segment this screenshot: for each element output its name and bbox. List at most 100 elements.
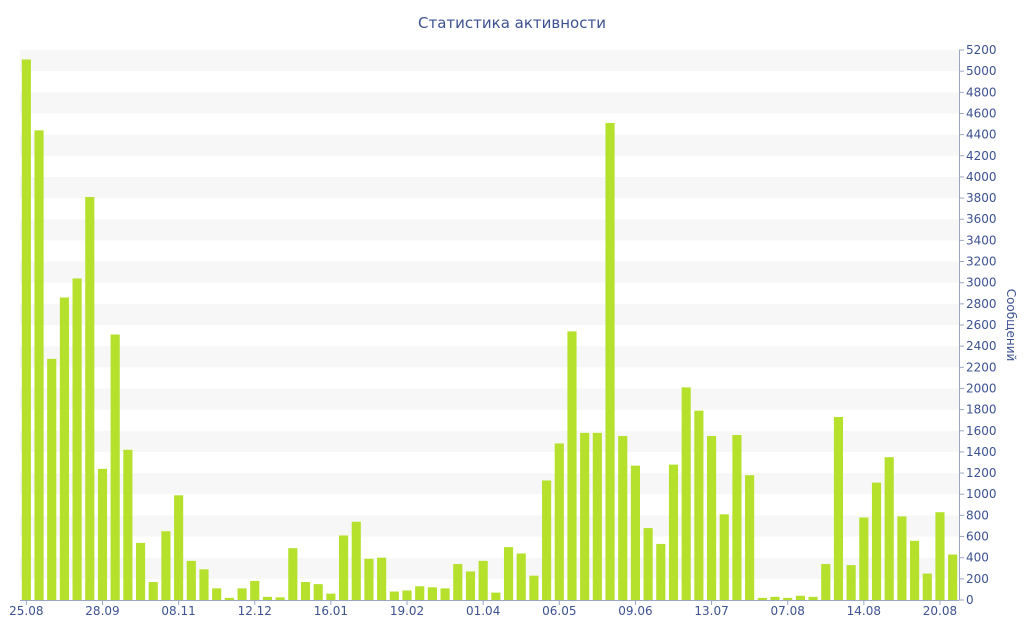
bar bbox=[808, 596, 818, 600]
bar bbox=[516, 553, 526, 600]
y-tick-label: 2800 bbox=[966, 297, 997, 311]
bar bbox=[275, 597, 285, 600]
bar bbox=[351, 521, 361, 600]
bar bbox=[123, 449, 133, 600]
grid-bands bbox=[20, 50, 959, 600]
grid-band bbox=[20, 113, 959, 135]
grid-band bbox=[20, 346, 959, 368]
bar bbox=[224, 597, 234, 600]
grid-band bbox=[20, 430, 959, 452]
grid-band bbox=[20, 557, 959, 579]
bar bbox=[389, 591, 399, 600]
grid-band bbox=[20, 176, 959, 199]
grid-band bbox=[20, 388, 959, 410]
bar bbox=[770, 596, 780, 600]
bar bbox=[415, 586, 425, 600]
bar bbox=[237, 588, 247, 600]
bar bbox=[339, 535, 349, 600]
bar bbox=[592, 432, 602, 600]
y-tick-label: 2400 bbox=[966, 339, 997, 353]
grid-band bbox=[20, 240, 959, 262]
x-tick-label: 14.08 bbox=[847, 604, 881, 618]
x-tick-label: 20.08 bbox=[923, 604, 957, 618]
bar bbox=[694, 410, 704, 600]
grid-band bbox=[20, 473, 959, 495]
y-tick-label: 4200 bbox=[966, 149, 997, 163]
x-tick-label: 25.08 bbox=[9, 604, 43, 618]
y-tick-label: 4400 bbox=[966, 128, 997, 142]
y-tick-label: 1600 bbox=[966, 424, 997, 438]
bar bbox=[567, 331, 577, 600]
bar bbox=[668, 464, 679, 600]
bars bbox=[21, 59, 958, 600]
grid-band bbox=[20, 198, 959, 220]
grid-band bbox=[20, 325, 959, 347]
x-tick-label: 16.01 bbox=[314, 604, 348, 618]
grid-band bbox=[20, 92, 959, 114]
bar bbox=[72, 278, 82, 600]
bar bbox=[453, 564, 463, 600]
bar bbox=[859, 517, 869, 600]
x-tick-label: 01.04 bbox=[466, 604, 500, 618]
x-tick-label: 19.02 bbox=[390, 604, 424, 618]
bar bbox=[795, 595, 805, 600]
bar bbox=[47, 358, 57, 600]
y-tick-label: 1000 bbox=[966, 487, 997, 501]
bar bbox=[833, 417, 844, 600]
bar bbox=[377, 557, 387, 600]
bar bbox=[250, 580, 260, 600]
grid-band bbox=[20, 303, 959, 325]
bar bbox=[757, 597, 767, 600]
y-tick-label: 2200 bbox=[966, 360, 997, 374]
bar bbox=[313, 584, 323, 600]
x-tick-label: 07.08 bbox=[771, 604, 805, 618]
bar bbox=[97, 468, 108, 600]
y-tick-label: 1800 bbox=[966, 403, 997, 417]
bar bbox=[935, 512, 945, 600]
x-tick-label: 08.11 bbox=[161, 604, 195, 618]
grid-band bbox=[20, 261, 959, 283]
bar bbox=[402, 590, 412, 600]
bar bbox=[542, 480, 552, 600]
bar bbox=[427, 587, 437, 600]
grid-band bbox=[20, 71, 959, 93]
bar bbox=[34, 130, 44, 600]
bar bbox=[910, 540, 920, 600]
y-tick-label: 1200 bbox=[966, 466, 997, 480]
bar bbox=[440, 588, 450, 600]
x-tick-labels: 25.08 28.09 08.11 12.12 16.01 19.02 01.04 06.05… bbox=[9, 600, 957, 618]
grid-band bbox=[20, 536, 959, 558]
bar bbox=[821, 564, 831, 600]
x-tick-label: 13.07 bbox=[694, 604, 728, 618]
grid-band bbox=[20, 219, 959, 241]
grid-band bbox=[20, 578, 959, 600]
bar bbox=[21, 59, 31, 600]
y-tick-label: 5000 bbox=[966, 64, 997, 78]
bar bbox=[529, 575, 539, 600]
bar bbox=[174, 495, 184, 600]
bar bbox=[922, 573, 932, 600]
bar bbox=[745, 475, 755, 600]
grid-band bbox=[20, 134, 959, 156]
bar bbox=[186, 560, 196, 600]
bar bbox=[491, 592, 501, 600]
bar bbox=[326, 593, 336, 600]
bar bbox=[59, 297, 69, 600]
y-tick-label: 3800 bbox=[966, 191, 997, 205]
grid-band bbox=[20, 451, 959, 474]
y-tick-label: 3400 bbox=[966, 233, 997, 247]
bar bbox=[199, 569, 209, 600]
y-tick-label: 5200 bbox=[966, 43, 997, 57]
bar bbox=[85, 197, 95, 600]
bar bbox=[783, 597, 793, 600]
y-tick-label: 4000 bbox=[966, 170, 997, 184]
bar bbox=[681, 387, 691, 600]
bar bbox=[554, 443, 564, 600]
bar bbox=[465, 571, 476, 600]
x-tick-label: 06.05 bbox=[542, 604, 576, 618]
bar bbox=[580, 432, 590, 600]
bar bbox=[503, 547, 514, 600]
bar bbox=[605, 122, 615, 600]
y-tick-label: 0 bbox=[966, 593, 974, 607]
